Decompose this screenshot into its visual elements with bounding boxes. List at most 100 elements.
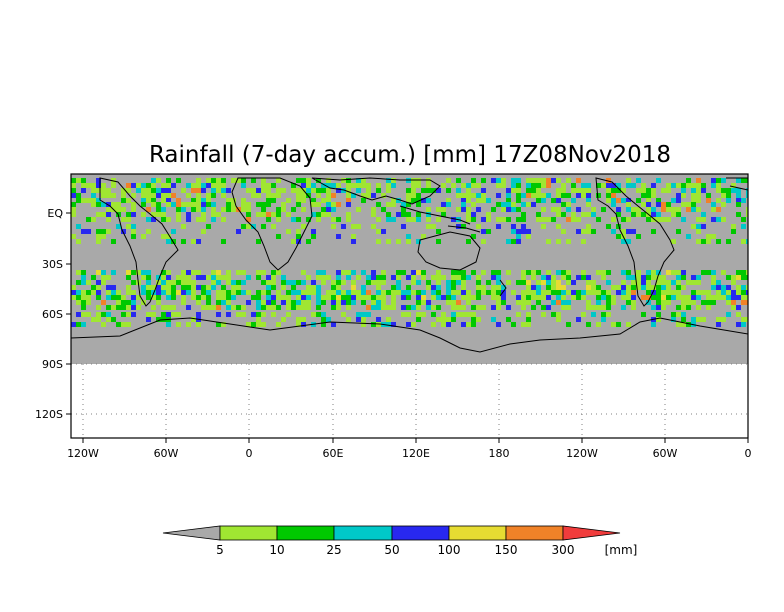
rain-cell (96, 270, 101, 275)
rain-cell (566, 217, 571, 222)
rain-cell (551, 285, 556, 290)
rain-cell (201, 290, 206, 295)
rain-cell (116, 300, 121, 305)
rain-cell (346, 188, 351, 193)
rain-cell (531, 178, 536, 183)
rain-cell (171, 285, 176, 290)
rain-cell (721, 285, 726, 290)
rain-cell (286, 229, 291, 234)
rain-cell (551, 207, 556, 212)
rain-cell (286, 312, 291, 317)
rain-cell (646, 285, 651, 290)
rain-cell (156, 295, 161, 300)
rain-cell (541, 280, 546, 285)
rain-cell (636, 198, 641, 203)
rain-cell (546, 270, 551, 275)
rain-cell (681, 317, 686, 322)
rain-cell (671, 312, 676, 317)
rain-cell (71, 212, 76, 217)
rain-cell (166, 290, 171, 295)
rain-cell (536, 280, 541, 285)
rain-cell (316, 312, 321, 317)
colorbar-high-triangle (562, 525, 621, 541)
rain-cell (681, 188, 686, 193)
rain-cell (641, 312, 646, 317)
rain-cell (271, 295, 276, 300)
rain-cell (291, 280, 296, 285)
rain-cell (351, 183, 356, 188)
rain-cell (496, 280, 501, 285)
rain-cell (591, 305, 596, 310)
rain-cell (301, 198, 306, 203)
rain-cell (526, 202, 531, 207)
rain-cell (656, 270, 661, 275)
rain-cell (556, 188, 561, 193)
rain-cell (101, 280, 106, 285)
rain-cell (266, 305, 271, 310)
rain-cell (576, 295, 581, 300)
rain-cell (471, 295, 476, 300)
rain-cell (356, 312, 361, 317)
rain-cell (111, 317, 116, 322)
rain-cell (621, 229, 626, 234)
rain-cell (241, 198, 246, 203)
rain-cell (731, 224, 736, 229)
rain-cell (316, 193, 321, 198)
rain-cell (451, 270, 456, 275)
rain-cell (401, 270, 406, 275)
rain-cell (306, 285, 311, 290)
rain-cell (376, 275, 381, 280)
rain-cell (381, 280, 386, 285)
rain-cell (241, 280, 246, 285)
rain-cell (671, 295, 676, 300)
rain-cell (246, 188, 251, 193)
rain-cell (506, 202, 511, 207)
rain-cell (91, 317, 96, 322)
rain-cell (616, 212, 621, 217)
rain-cell (441, 322, 446, 327)
rain-cell (311, 290, 316, 295)
rain-cell (431, 285, 436, 290)
rain-cell (516, 300, 521, 305)
rain-cell (566, 290, 571, 295)
rain-cell (141, 193, 146, 198)
rain-cell (156, 285, 161, 290)
rain-cell (181, 239, 186, 244)
rain-cell (361, 198, 366, 203)
rain-cell (621, 280, 626, 285)
rain-cell (641, 183, 646, 188)
rain-cell (466, 207, 471, 212)
rain-cell (236, 270, 241, 275)
rain-cell (456, 275, 461, 280)
rain-cell (71, 322, 76, 327)
rain-cell (196, 275, 201, 280)
rain-cell (691, 188, 696, 193)
rain-cell (306, 188, 311, 193)
rain-cell (321, 198, 326, 203)
rain-cell (716, 207, 721, 212)
rain-cell (741, 300, 746, 305)
rain-cell (386, 183, 391, 188)
y-tick-label-60s: 60S (42, 308, 63, 321)
rain-cell (686, 295, 691, 300)
rain-cell (461, 207, 466, 212)
colorbar-label-50: 50 (384, 543, 399, 557)
rain-cell (706, 234, 711, 239)
rain-cell (646, 202, 651, 207)
rain-cell (451, 317, 456, 322)
rain-cell (336, 217, 341, 222)
rain-cell (96, 202, 101, 207)
rain-cell (176, 217, 181, 222)
y-tick-label-90s: 90S (42, 358, 63, 371)
rain-cell (311, 212, 316, 217)
rain-cell (211, 188, 216, 193)
rain-cell (556, 312, 561, 317)
rain-cell (416, 295, 421, 300)
rain-cell (266, 198, 271, 203)
rain-cell (211, 202, 216, 207)
rain-cell (121, 295, 126, 300)
rain-cell (736, 295, 741, 300)
rain-cell (216, 305, 221, 310)
rain-cell (161, 217, 166, 222)
rain-cell (206, 198, 211, 203)
